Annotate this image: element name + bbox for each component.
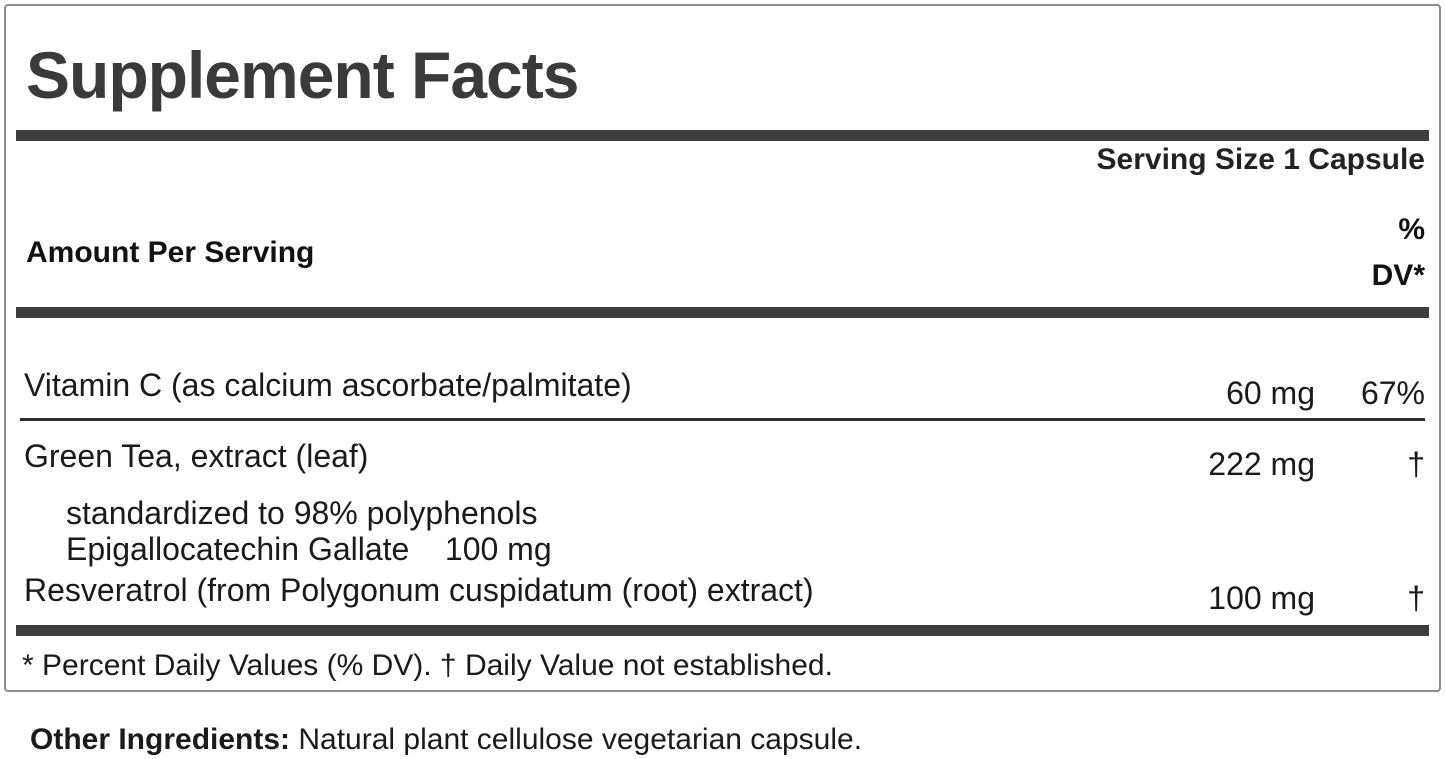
ingredient-name: Green Tea, extract (leaf): [24, 438, 369, 474]
percent-dv-line1: %: [1398, 213, 1425, 246]
ingredient-amount: 60 mg: [1226, 375, 1315, 411]
column-header-row: Amount Per Serving % DV*: [20, 207, 1425, 299]
panel-title: Supplement Facts: [26, 38, 579, 112]
supplement-facts-panel: Supplement Facts Serving Size 1 Capsule …: [4, 4, 1441, 692]
ingredient-name: Vitamin C (as calcium ascorbate/palmitat…: [24, 367, 632, 403]
amount-per-serving-label: Amount Per Serving: [26, 236, 315, 269]
ingredient-dv: †: [1407, 580, 1425, 616]
ingredient-row-resveratrol: Resveratrol (from Polygonum cuspidatum (…: [20, 571, 1425, 616]
other-ingredients: Other Ingredients: Natural plant cellulo…: [30, 722, 862, 758]
footnote: * Percent Daily Values (% DV). † Daily V…: [22, 649, 833, 682]
ingredient-row-green-tea: Green Tea, extract (leaf) 222 mg †: [20, 421, 1425, 482]
divider-thick-title: [16, 130, 1429, 141]
other-ingredients-text: Natural plant cellulose vegetarian capsu…: [290, 723, 863, 756]
percent-dv-label: % DV*: [1305, 207, 1425, 299]
ingredient-amount: 100 mg: [1208, 580, 1315, 616]
divider-thick-footer: [16, 625, 1429, 636]
ingredient-row-vitamin-c: Vitamin C (as calcium ascorbate/palmitat…: [20, 318, 1425, 421]
percent-dv-line2: DV*: [1371, 259, 1425, 292]
ingredient-dv: 67%: [1360, 375, 1425, 411]
other-ingredients-label: Other Ingredients:: [30, 723, 291, 756]
ingredient-name: Resveratrol (from Polygonum cuspidatum (…: [24, 572, 814, 608]
sub-ingredient-line: standardized to 98% polyphenols: [66, 495, 538, 531]
ingredient-dv: †: [1407, 446, 1425, 482]
serving-size: Serving Size 1 Capsule: [1096, 143, 1425, 176]
divider-thick-header: [16, 307, 1429, 318]
ingredient-amount: 222 mg: [1208, 446, 1315, 482]
sub-ingredient-line: Epigallocatechin Gallate 100 mg: [66, 531, 552, 567]
